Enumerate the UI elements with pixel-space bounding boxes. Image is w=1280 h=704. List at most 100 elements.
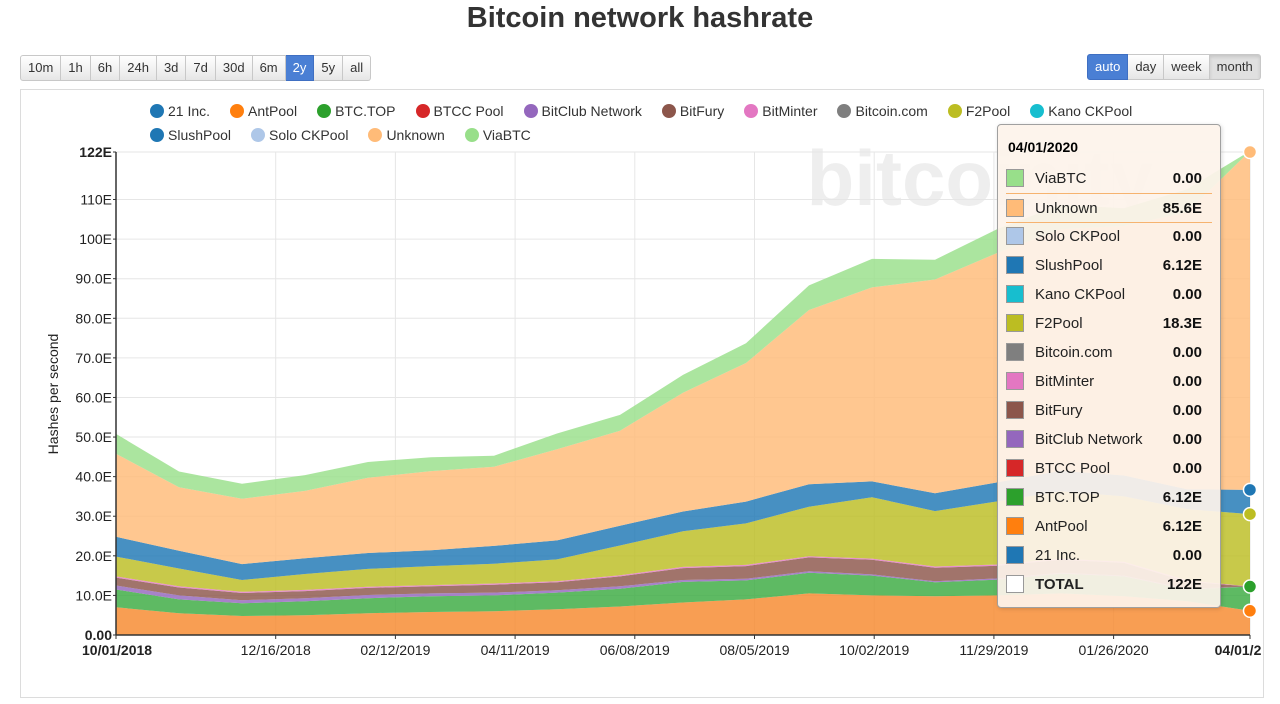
legend-item[interactable]: F2Pool [947, 103, 1010, 119]
y-tick-label: 30.0E [75, 508, 112, 524]
granularity-button-month[interactable]: month [1209, 54, 1261, 80]
x-tick-label: 10/02/2019 [839, 642, 909, 658]
y-tick-label: 0.00 [85, 627, 112, 643]
tooltip-series-value: 6.12E [1162, 256, 1202, 274]
tooltip-swatch-icon [1006, 575, 1024, 593]
legend-item[interactable]: BitClub Network [523, 103, 642, 119]
legend-label: BTCC Pool [433, 103, 504, 119]
tooltip-row: BTCC Pool 0.00 [1006, 454, 1212, 482]
tooltip-swatch-icon [1006, 199, 1024, 217]
x-tick-label: 06/08/2019 [600, 642, 670, 658]
tooltip-series-name: BitMinter [1035, 372, 1095, 390]
tooltip-series-name: Kano CKPool [1035, 285, 1126, 303]
time-range-selector: 10m 1h 6h 24h 3d 7d 30d 6m 2y 5y all [20, 55, 372, 81]
range-button-all[interactable]: all [343, 55, 372, 81]
tooltip-series-name: Bitcoin.com [1035, 343, 1113, 361]
tooltip-row: SlushPool 6.12E [1006, 251, 1212, 279]
granularity-button-auto[interactable]: auto [1087, 54, 1129, 80]
legend-item[interactable]: BitFury [661, 103, 724, 119]
range-button-5y[interactable]: 5y [314, 55, 344, 81]
area-series-bitfury [116, 557, 1250, 601]
legend-item[interactable]: Bitcoin.com [837, 103, 928, 119]
hover-tooltip: 04/01/2020 ViaBTC 0.00 Unknown 85.6E Solo CK… [997, 124, 1221, 608]
tooltip-series-name: SlushPool [1035, 256, 1103, 274]
legend-marker-icon [947, 104, 962, 118]
range-button-7d[interactable]: 7d [186, 55, 216, 81]
tooltip-row: BitMinter 0.00 [1006, 367, 1212, 395]
tooltip-series-name: BitFury [1035, 401, 1083, 419]
tooltip-series-value: 0.00 [1172, 343, 1202, 361]
legend-label: ViaBTC [482, 127, 531, 143]
range-button-2y[interactable]: 2y [285, 55, 315, 81]
legend-item[interactable]: Solo CKPool [251, 127, 348, 143]
chart-legend: 21 Inc. AntPool BTC.TOP BTCC Pool BitClub Ne… [150, 99, 1250, 147]
tooltip-swatch-icon [1006, 227, 1024, 245]
legend-item[interactable]: BTC.TOP [317, 103, 396, 119]
tooltip-series-name: BitClub Network [1035, 430, 1143, 448]
legend-label: BitClub Network [541, 103, 642, 119]
tooltip-row: BitClub Network 0.00 [1006, 425, 1212, 453]
tooltip-swatch-icon [1006, 488, 1024, 506]
area-series-unknown [116, 151, 1250, 565]
legend-marker-icon [1030, 104, 1045, 118]
hover-point-marker [1242, 506, 1258, 522]
legend-label: Unknown [386, 127, 445, 143]
legend-marker-icon [230, 104, 245, 118]
tooltip-row: Unknown 85.6E [1006, 193, 1212, 223]
range-button-24h[interactable]: 24h [120, 55, 157, 81]
tooltip-swatch-icon [1006, 401, 1024, 419]
tooltip-row: 21 Inc. 0.00 [1006, 541, 1212, 569]
tooltip-series-value: 0.00 [1172, 169, 1202, 187]
tooltip-swatch-icon [1006, 285, 1024, 303]
granularity-button-week[interactable]: week [1164, 54, 1210, 80]
tooltip-series-value: 0.00 [1172, 430, 1202, 448]
tooltip-swatch-icon [1006, 169, 1024, 187]
legend-item[interactable]: 21 Inc. [150, 103, 210, 119]
legend-item[interactable]: SlushPool [150, 127, 231, 143]
tooltip-swatch-icon [1006, 314, 1024, 332]
legend-item[interactable]: Unknown [368, 127, 445, 143]
legend-item[interactable]: ViaBTC [464, 127, 531, 143]
legend-item[interactable]: Kano CKPool [1030, 103, 1132, 119]
y-tick-label: 40.0E [75, 469, 112, 485]
legend-marker-icon [150, 104, 164, 118]
tooltip-series-value: 18.3E [1162, 314, 1202, 332]
y-tick-label: 100E [79, 231, 112, 247]
range-button-10m[interactable]: 10m [20, 55, 62, 81]
x-tick-label: 04/01/2 [1215, 642, 1262, 658]
legend-label: Kano CKPool [1048, 103, 1133, 119]
tooltip-series-value: 6.12E [1162, 517, 1202, 535]
x-tick-label: 04/11/2019 [481, 642, 550, 658]
range-button-1h[interactable]: 1h [61, 55, 91, 81]
tooltip-series-value: 0.00 [1172, 372, 1202, 390]
y-axis-label: Hashes per second [45, 334, 61, 455]
granularity-button-day[interactable]: day [1128, 54, 1165, 80]
legend-item[interactable]: AntPool [230, 103, 297, 119]
tooltip-row: Kano CKPool 0.00 [1006, 280, 1212, 308]
tooltip-series-value: 0.00 [1172, 546, 1202, 564]
tooltip-series-name: TOTAL [1035, 575, 1084, 593]
hover-point-marker [1242, 579, 1258, 594]
y-tick-label: 80.0E [75, 310, 112, 326]
range-button-3d[interactable]: 3d [156, 55, 187, 81]
legend-marker-icon [837, 104, 852, 118]
area-series-slushpool [116, 470, 1250, 580]
legend-marker-icon [415, 104, 430, 118]
tooltip-swatch-icon [1006, 517, 1024, 535]
legend-marker-icon [661, 104, 676, 118]
legend-item[interactable]: BitMinter [744, 103, 817, 119]
range-button-6h[interactable]: 6h [90, 55, 121, 81]
tooltip-row: AntPool 6.12E [1006, 512, 1212, 540]
y-tick-label: 60.0E [75, 389, 112, 405]
x-tick-label: 10/01/2018 [82, 642, 152, 658]
y-tick-label: 110E [80, 192, 112, 208]
legend-marker-icon [317, 104, 332, 118]
range-button-30d[interactable]: 30d [215, 55, 253, 81]
range-button-6m[interactable]: 6m [252, 55, 286, 81]
hover-point-marker [1242, 482, 1258, 498]
tooltip-swatch-icon [1006, 256, 1024, 274]
legend-item[interactable]: BTCC Pool [415, 103, 504, 119]
y-tick-label: 20.0E [75, 548, 112, 564]
chart-title: Bitcoin network hashrate [466, 2, 814, 34]
